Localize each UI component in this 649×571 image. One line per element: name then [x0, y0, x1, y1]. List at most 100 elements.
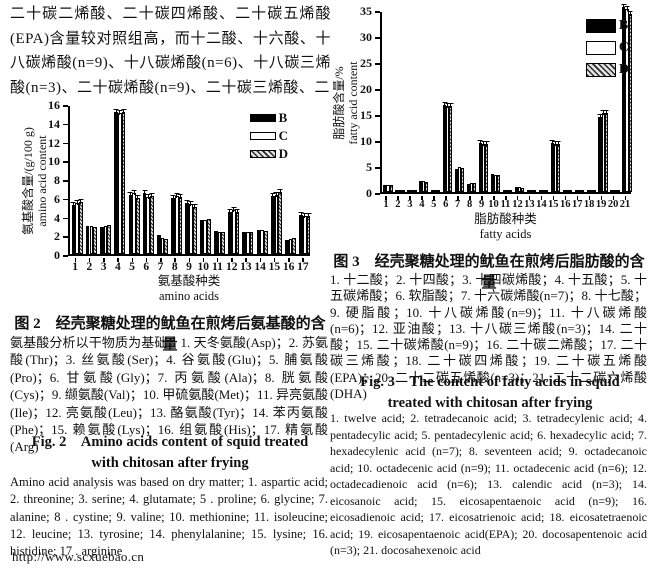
error-bar — [145, 193, 151, 198]
x-axis-tick-label: 9 — [186, 261, 192, 273]
legend-item-C: C — [585, 40, 629, 56]
bar-group21-series-D — [627, 10, 633, 192]
x-axis-tick — [409, 196, 411, 200]
y-axis-title: 脂肪酸含量/% fatty acid content — [332, 12, 362, 194]
bar-group8-series-D — [473, 182, 477, 192]
bar-group5-series-B — [431, 190, 435, 192]
y-axis-tick-label: 30 — [360, 30, 372, 44]
y-axis-tick — [63, 180, 68, 182]
bar-group1-series-C — [386, 185, 390, 192]
x-axis-title-zh: 氨基酸种类 — [157, 274, 221, 288]
error-bar — [121, 109, 127, 113]
x-axis-title-zh: 脂肪酸种类 — [474, 212, 537, 226]
error-bar — [113, 109, 119, 113]
x-axis-tick — [88, 258, 91, 262]
x-axis-tick-label: 16 — [282, 261, 295, 273]
error-bar — [78, 199, 84, 203]
legend-swatch-D — [585, 63, 616, 77]
bar-group13-series-B — [526, 190, 530, 192]
bar-group8-series-C — [174, 192, 180, 254]
error-bar — [298, 211, 304, 216]
figure-3-chinese-caption-note: 1. 十二酸；2. 十四酸；3. 十四碳烯酸；4. 十五酸；5. 十五碳烯酸；6… — [330, 272, 647, 402]
x-axis-tick — [612, 196, 615, 200]
x-axis-title-en: amino acids — [158, 288, 220, 303]
legend-swatch-C — [249, 132, 276, 140]
bar-group9-series-B — [184, 200, 190, 254]
journal-website-url: http://www.scxuebao.cn — [12, 549, 145, 564]
bar-group8-series-D — [177, 193, 183, 254]
bar-group17-series-B — [574, 190, 578, 192]
figure-2-chinese-caption-note: 氨基酸分析以干物质为基础：1. 天冬氨酸(Asp)；2. 苏氨酸(Thr)；3.… — [10, 335, 328, 455]
bar-group9-series-C — [188, 201, 194, 254]
x-axis-tick — [445, 196, 447, 200]
x-axis-tick — [273, 258, 276, 262]
bar-group21-series-C — [624, 5, 630, 192]
bar-group8-series-B — [466, 184, 471, 192]
bar-group17-series-D — [580, 190, 584, 192]
bar-group5-series-D — [135, 194, 141, 254]
x-axis-tick — [457, 196, 459, 200]
bar-group12-series-B — [227, 208, 233, 254]
x-axis-tick-label: 10 — [197, 261, 209, 273]
bar-group2-series-B — [85, 225, 90, 254]
bar-group13-series-C — [529, 190, 533, 192]
bar-group12-series-D — [234, 208, 240, 254]
bar-group19-series-B — [597, 114, 603, 192]
y-axis-tick — [63, 217, 68, 219]
x-axis-tick-label: 2 — [395, 199, 401, 210]
figure-2-chinese-caption-title: 图 2 经壳聚糖处理的鱿鱼在煎烤后氨基酸的含量 — [14, 316, 326, 353]
bar-group13-series-C — [246, 232, 250, 254]
x-axis-tick-label: 7 — [157, 261, 164, 273]
bar-group16-series-B — [285, 239, 289, 254]
x-axis-tick-label: 3 — [100, 261, 107, 273]
y-axis-tick — [63, 198, 68, 201]
bar-group17-series-D — [306, 212, 312, 254]
error-bar — [174, 192, 180, 197]
x-axis-tick — [259, 258, 262, 262]
bar-group2-series-C — [89, 225, 94, 254]
error-bar — [142, 190, 148, 194]
bar-group18-series-D — [592, 190, 596, 192]
bar-group3-series-C — [410, 189, 414, 192]
bar-group7-series-B — [156, 235, 161, 254]
y-axis-tick-label: 12 — [48, 135, 60, 150]
error-bar — [227, 208, 233, 213]
x-axis-tick — [624, 196, 627, 200]
x-axis-tick — [202, 258, 205, 262]
bar-group5-series-C — [131, 190, 137, 254]
x-axis-tick — [74, 258, 77, 262]
x-axis-tick-label: 21 — [619, 199, 631, 210]
bar-group4-series-D — [121, 109, 127, 254]
x-axis-tick-label: 1 — [72, 261, 78, 273]
x-axis-tick — [433, 196, 435, 200]
bar-group11-series-D — [221, 231, 225, 254]
legend-item-C: C — [249, 128, 288, 144]
y-axis-tick — [375, 11, 380, 13]
bar-group1-series-D — [78, 199, 84, 254]
bar-group14-series-D — [264, 230, 268, 254]
bar-group1-series-C — [74, 200, 80, 254]
bar-group11-series-C — [505, 190, 510, 192]
bar-group12-series-D — [521, 187, 525, 192]
error-bar — [127, 191, 133, 196]
figure-2-bar-chart: 0 2 4 6 8 10 12 14 16 1 2 3 4 5 6 7 8 9 10 11 12 13 14 15 16 17 氨基… — [21, 98, 322, 303]
y-axis-tick-label: 5 — [366, 160, 372, 174]
legend-label-D: D — [278, 146, 288, 161]
x-axis-tick — [216, 258, 219, 262]
error-bar — [603, 110, 609, 114]
x-axis-tick-label: 6 — [143, 261, 150, 273]
error-bar — [231, 206, 237, 211]
error-bar — [131, 190, 137, 194]
x-axis-title-en: fatty acids — [479, 226, 532, 241]
bar-group18-series-C — [589, 190, 593, 192]
figure-3-english-caption-title: Fig. 3 The content of fatty acids in squ… — [360, 374, 620, 411]
bar-group5-series-D — [437, 190, 441, 192]
bar-group16-series-D — [568, 190, 572, 192]
bar-group14-series-C — [541, 190, 545, 192]
legend-swatch-C — [585, 41, 616, 55]
error-bar — [302, 212, 308, 217]
x-axis-tick — [564, 196, 567, 200]
bar-group4-series-B — [419, 181, 423, 192]
bar-group12-series-B — [514, 187, 518, 192]
x-axis-tick — [103, 258, 105, 262]
